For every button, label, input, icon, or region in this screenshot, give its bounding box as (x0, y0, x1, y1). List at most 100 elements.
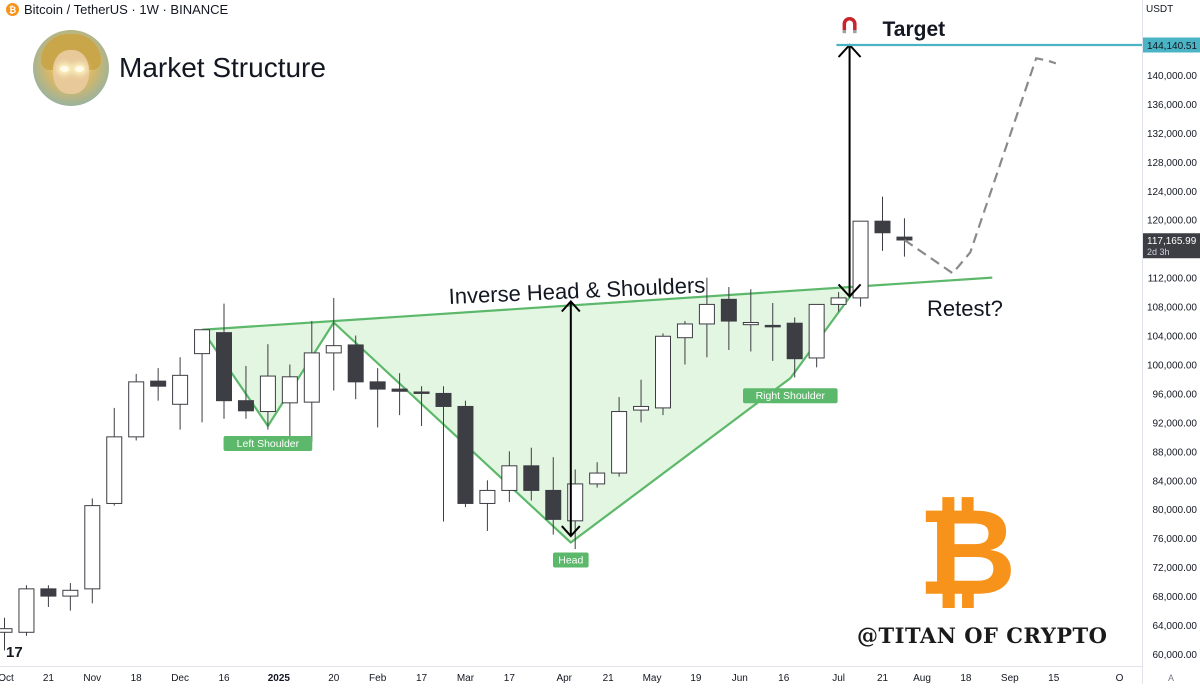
price-tick-label: 136,000.00 (1147, 100, 1197, 111)
candle-body (260, 376, 275, 411)
candle (41, 585, 56, 607)
candle (897, 218, 912, 256)
candle-body (590, 473, 605, 484)
candle (129, 374, 144, 441)
candle (195, 330, 210, 423)
candle-body (151, 381, 166, 386)
bitcoin-logo-icon: ₿ (918, 484, 1017, 620)
tradingview-logo[interactable]: 17 (6, 644, 23, 661)
avatar (33, 30, 109, 106)
candle-body (612, 412, 627, 474)
currency-label[interactable]: USDT (1146, 4, 1173, 15)
time-tick-label: O (1116, 673, 1124, 684)
time-tick-label: Apr (556, 673, 572, 684)
candle (19, 585, 34, 636)
time-tick-label: 18 (131, 673, 143, 684)
bitcoin-coin-icon: ₿ (6, 3, 19, 16)
time-tick-label: Dec (171, 673, 189, 684)
candle-body (875, 221, 890, 233)
candle-body (326, 346, 341, 353)
time-tick-label: Jul (832, 673, 845, 684)
candle-body (129, 382, 144, 437)
price-tick-label: 84,000.00 (1153, 476, 1198, 487)
candle-body (546, 490, 561, 519)
price-tick-label: 132,000.00 (1147, 129, 1197, 140)
time-tick-label: 18 (960, 673, 972, 684)
candle (480, 480, 495, 531)
candle-body (480, 490, 495, 503)
candle (370, 368, 385, 427)
projection-path (904, 58, 1055, 273)
candle (107, 408, 122, 506)
candle-body (107, 437, 122, 504)
candle-body (19, 589, 34, 632)
price-tick-label: 128,000.00 (1147, 158, 1197, 169)
target-price-text: 144,140.51 (1147, 41, 1197, 52)
price-tick-label: 100,000.00 (1147, 360, 1197, 371)
magnet-body (843, 17, 857, 30)
candle-body (195, 330, 210, 354)
candle (151, 368, 166, 401)
time-tick-label: 21 (603, 673, 615, 684)
candle-body (897, 237, 912, 240)
price-tick-label: 96,000.00 (1153, 389, 1198, 400)
target-price-badge: 144,140.51 (1143, 38, 1200, 53)
time-tick-label: 21 (877, 673, 889, 684)
pattern-label: Head (553, 553, 589, 568)
time-tick-label: 2025 (268, 673, 291, 684)
candle (458, 401, 473, 507)
price-tick-label: 120,000.00 (1147, 216, 1197, 227)
magnet-tip-right (853, 30, 857, 33)
candle-body (809, 304, 824, 358)
avatar-eye-right (75, 66, 84, 72)
candle (809, 304, 824, 367)
candle-body (304, 353, 319, 402)
candle-body (787, 323, 802, 358)
candle (63, 583, 78, 611)
price-tick-label: 64,000.00 (1153, 621, 1198, 632)
candle (656, 333, 671, 415)
candle-body (677, 324, 692, 338)
price-tick-label: 92,000.00 (1153, 418, 1198, 429)
pattern-fill (202, 287, 852, 543)
candle-body (370, 382, 385, 389)
price-tick-label: 76,000.00 (1153, 534, 1198, 545)
price-tick-label: 72,000.00 (1153, 563, 1198, 574)
chart-title: Market Structure (119, 52, 326, 84)
avatar-eye-left (60, 66, 69, 72)
time-tick-label: May (643, 673, 662, 684)
price-tick-label: 124,000.00 (1147, 187, 1197, 198)
candle (326, 298, 341, 391)
candle-body (392, 389, 407, 391)
price-tick-label: 108,000.00 (1147, 303, 1197, 314)
last-price-countdown: 2d 3h (1147, 247, 1170, 257)
time-tick-label: Mar (457, 673, 475, 684)
price-tick-label: 80,000.00 (1153, 505, 1198, 516)
candle-body (831, 298, 846, 305)
pattern-label-text: Right Shoulder (756, 390, 826, 402)
symbol-header[interactable]: ₿ Bitcoin / TetherUS · 1W · BINANCE (6, 2, 228, 17)
bitcoin-logo-glyph: ₿ (918, 484, 1017, 620)
candle (348, 336, 363, 400)
symbol-label: Bitcoin / TetherUS · 1W · BINANCE (24, 2, 228, 17)
candle-body (765, 325, 780, 326)
time-tick-label: 19 (690, 673, 702, 684)
candle-body (348, 345, 363, 382)
pattern-label-text: Left Shoulder (237, 438, 300, 450)
time-tick-label: Oct (0, 673, 14, 684)
pattern-label-text: Head (558, 555, 583, 567)
time-tick-label: 20 (328, 673, 340, 684)
candle-body (414, 392, 429, 393)
candle-body (699, 304, 714, 324)
time-tick-label: 16 (778, 673, 790, 684)
pattern-layer (202, 278, 992, 543)
price-axis: 60,000.0064,000.0068,000.0072,000.0076,0… (1143, 0, 1200, 684)
pattern-label: Left Shoulder (224, 436, 313, 451)
time-tick-label: 17 (504, 673, 516, 684)
candle-body (436, 393, 451, 406)
auto-scale-button[interactable]: A (1168, 673, 1174, 683)
